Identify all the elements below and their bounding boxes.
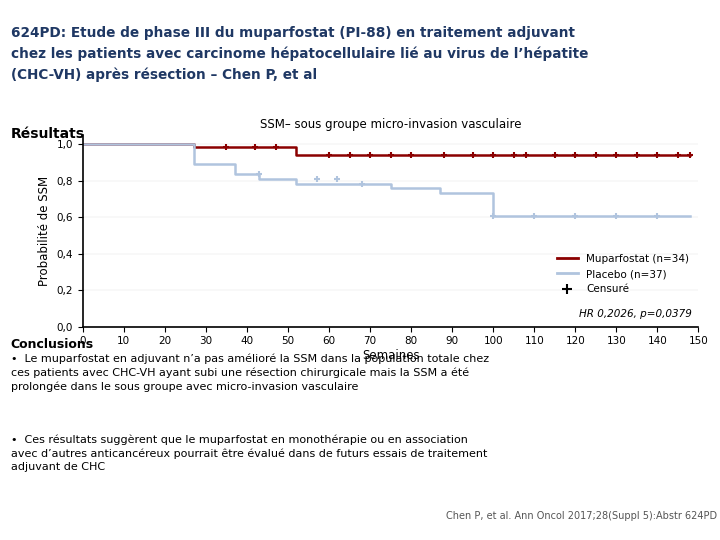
Text: 624PD: Etude de phase III du muparfostat (PI-88) en traitement adjuvant
chez les: 624PD: Etude de phase III du muparfostat… (11, 26, 588, 82)
Legend: Muparfostat (n=34), Placebo (n=37), Censuré: Muparfostat (n=34), Placebo (n=37), Cens… (553, 249, 693, 299)
Y-axis label: Probabilité de SSM: Probabilité de SSM (38, 176, 51, 286)
Text: •  Ces résultats suggèrent que le muparfostat en monothérapie ou en association
: • Ces résultats suggèrent que le muparfo… (11, 435, 487, 472)
Title: SSM– sous groupe micro-invasion vasculaire: SSM– sous groupe micro-invasion vasculai… (260, 118, 521, 131)
Text: Chen P, et al. Ann Oncol 2017;28(Suppl 5):Abstr 624PD: Chen P, et al. Ann Oncol 2017;28(Suppl 5… (446, 511, 718, 521)
Text: Résultats: Résultats (11, 127, 85, 141)
Text: HR 0,2026, p=0,0379: HR 0,2026, p=0,0379 (580, 309, 692, 319)
Text: Conclusions: Conclusions (11, 338, 94, 350)
X-axis label: Semaines: Semaines (361, 349, 420, 362)
Text: •  Le muparfostat en adjuvant n’a pas amélioré la SSM dans la population totale : • Le muparfostat en adjuvant n’a pas amé… (11, 354, 489, 392)
